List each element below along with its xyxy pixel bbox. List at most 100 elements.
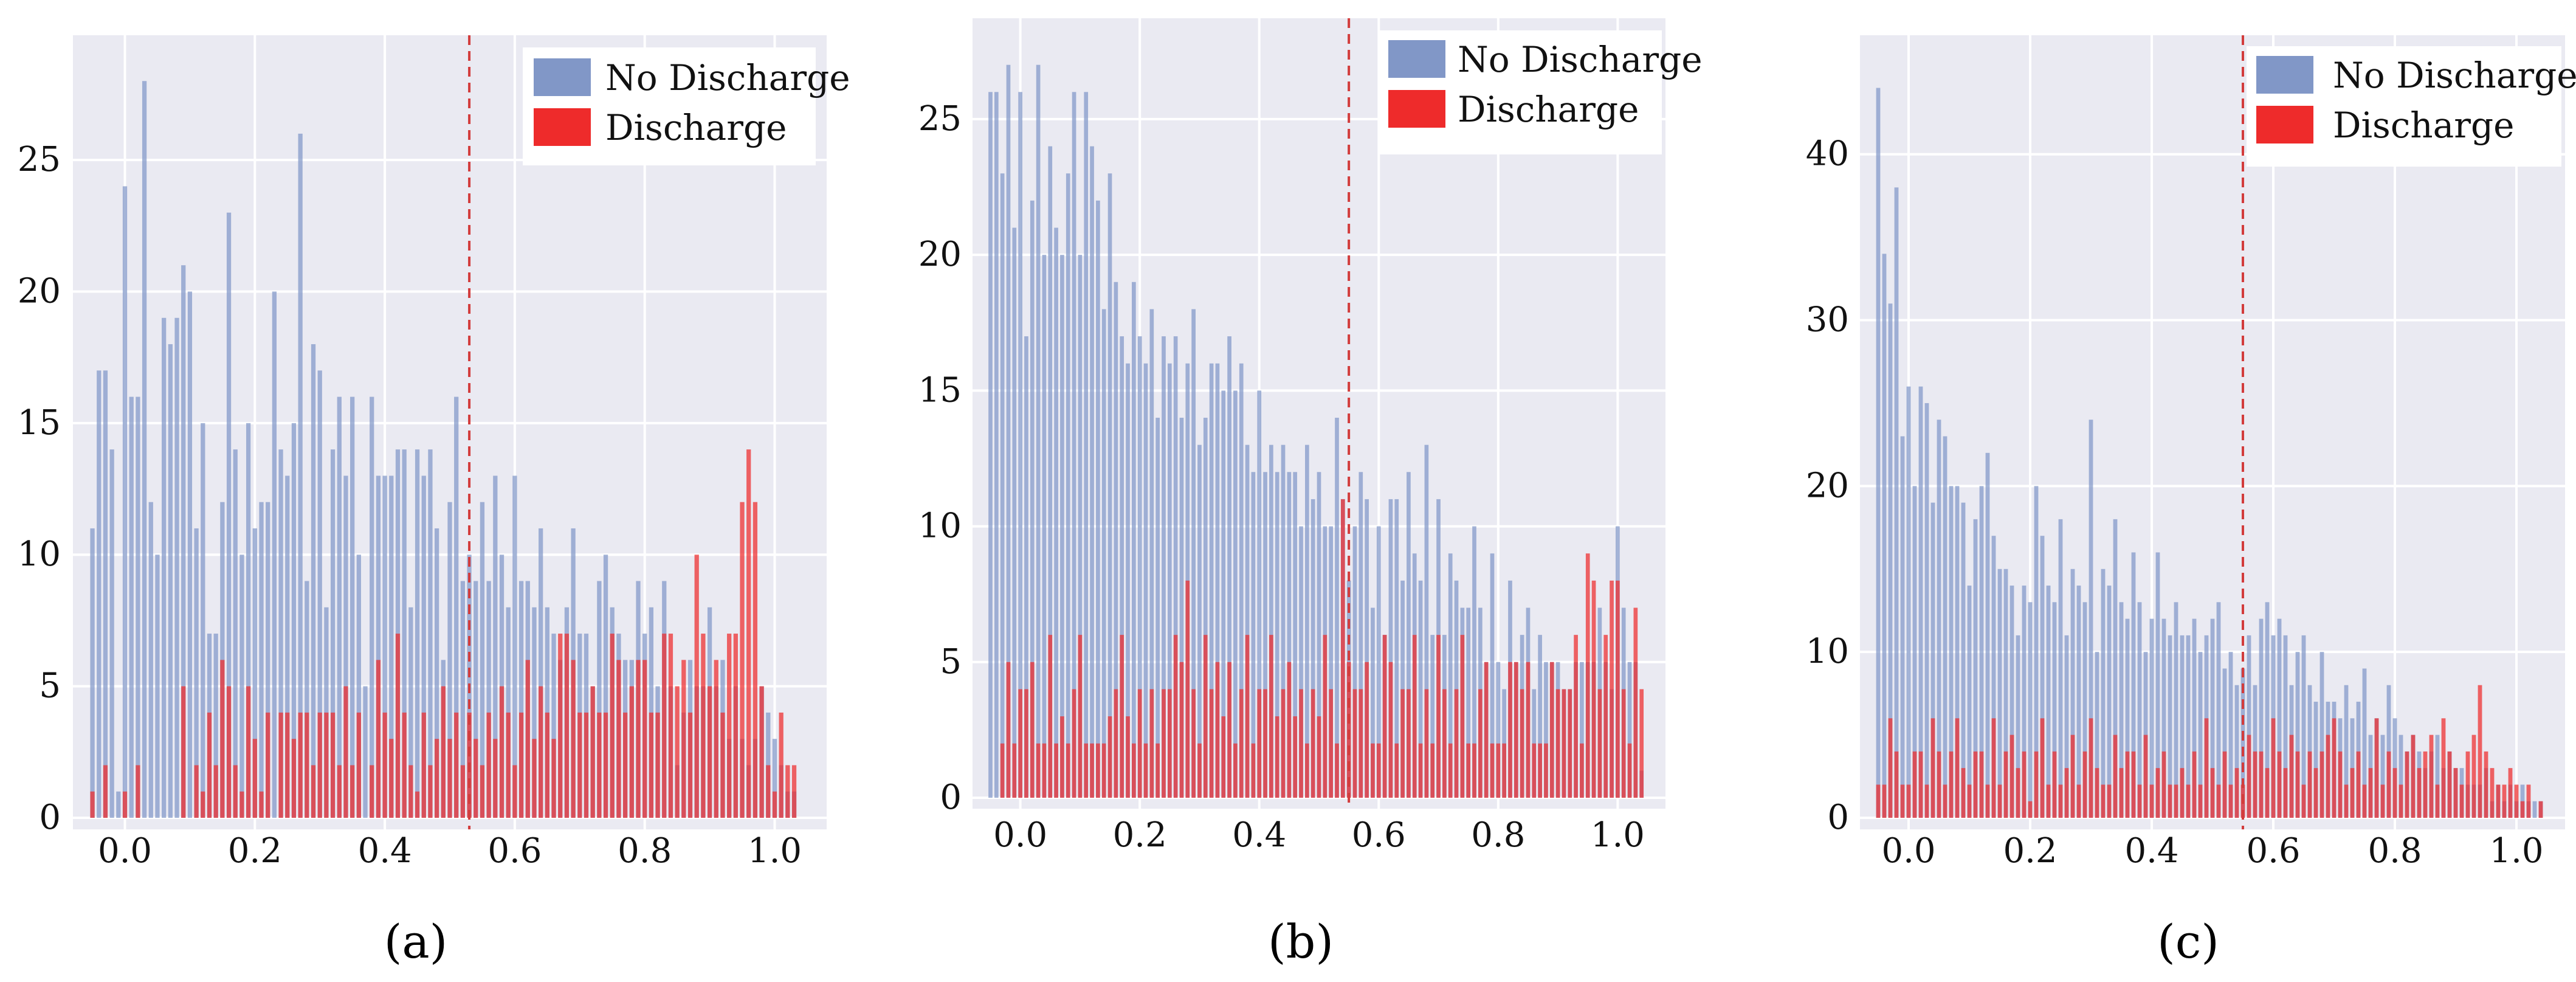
discharge-bar [1341,499,1345,798]
discharge-bar [610,634,615,818]
discharge-bar [1937,752,1941,818]
discharge-bar [1126,716,1130,798]
discharge-bar [2454,768,2458,818]
discharge-bar [298,713,303,818]
discharge-bar [1889,718,1893,818]
discharge-bar [2496,784,2501,818]
discharge-bar [2302,784,2306,818]
no-discharge-bar [2077,586,2081,818]
discharge-bar [688,713,692,818]
discharge-bar [2338,752,2343,818]
discharge-bar [1365,662,1369,798]
discharge-bar [1478,689,1483,798]
x-tick-label: 1.0 [1591,815,1645,855]
discharge-bar [1245,635,1250,798]
legend-label-no-discharge: No Discharge [605,57,850,99]
discharge-bar [2113,735,2118,818]
discharge-bar [2357,752,2361,818]
discharge-bar [500,686,504,818]
discharge-bar [2308,752,2312,818]
discharge-bar [2521,801,2525,818]
discharge-bar [1204,635,1208,798]
discharge-bar [623,713,627,818]
discharge-bar [246,686,250,818]
x-tick-label: 0.6 [487,831,542,871]
discharge-bar [1968,784,1972,818]
discharge-bar [714,660,718,818]
discharge-bar [2223,752,2227,818]
discharge-bar [1377,744,1381,798]
discharge-bar [1466,744,1470,798]
discharge-bar [1287,662,1292,798]
no-discharge-bar [233,449,238,818]
discharge-bar [1544,744,1548,798]
discharge-bar [1526,662,1531,798]
panel-a: 0.0 0.2 0.4 0.6 0.8 1.0 0510152025 No Dischar… [18,35,850,969]
legend-label-discharge: Discharge [605,107,787,148]
no-discharge-bar [142,81,146,818]
no-discharge-bar [136,397,140,818]
discharge-bar [2515,784,2519,818]
discharge-bar [2363,784,2367,818]
discharge-bar [1239,689,1244,798]
discharge-bar [1592,581,1596,798]
discharge-bar [1018,689,1022,798]
x-tick-label: 0.2 [228,831,282,871]
discharge-bar [1925,784,1929,818]
discharge-bar [1508,662,1512,798]
discharge-bar [278,713,283,818]
discharge-bar [785,765,790,818]
discharge-bar [292,739,296,818]
discharge-bar [1269,635,1273,798]
no-discharge-bar [370,397,374,818]
discharge-bar [1556,689,1560,798]
discharge-bar [2016,768,2020,818]
discharge-bar [1538,744,1542,798]
discharge-bar [408,765,413,818]
discharge-bar [1078,635,1083,798]
y-tick-label: 20 [918,235,962,274]
discharge-bar [571,660,575,818]
discharge-bar [1610,581,1614,798]
no-discharge-bar [1108,173,1112,798]
no-discharge-bar [2047,586,2051,818]
no-discharge-bar [1090,147,1094,798]
discharge-bar [675,686,680,818]
discharge-bar [1394,744,1399,798]
discharge-bar [1639,689,1644,798]
no-discharge-bar [2059,519,2063,818]
discharge-bar [2065,768,2069,818]
discharge-bar [2284,768,2288,818]
discharge-bar [1901,784,1905,818]
discharge-bar [136,765,140,818]
discharge-bar [1876,784,1881,818]
discharge-bar [681,660,686,818]
discharge-bar [636,660,640,818]
panel-c-legend: No Discharge Discharge [2247,46,2576,167]
discharge-bar [1955,718,1960,818]
y-tick-label: 0 [940,778,962,817]
discharge-bar [1943,784,1947,818]
discharge-bar [779,713,783,818]
y-tick-label: 10 [918,507,962,546]
discharge-bar [311,765,315,818]
discharge-bar [2460,784,2464,818]
no-discharge-bar [1144,364,1148,798]
discharge-bar [415,792,419,818]
no-discharge-bar [103,370,108,818]
discharge-bar [662,634,666,818]
discharge-bar [1036,744,1041,798]
discharge-bar [558,634,562,818]
no-discharge-bar [1998,569,2002,818]
no-discharge-bar [1036,65,1041,798]
discharge-bar [1149,689,1154,798]
discharge-bar [597,713,601,818]
discharge-bar [1562,689,1566,798]
discharge-bar [1359,689,1363,798]
discharge-bar [1490,744,1495,798]
discharge-bar [2314,768,2318,818]
discharge-bar [266,713,270,818]
discharge-bar [1120,635,1124,798]
discharge-bar [227,686,231,818]
no-discharge-swatch [534,58,591,96]
